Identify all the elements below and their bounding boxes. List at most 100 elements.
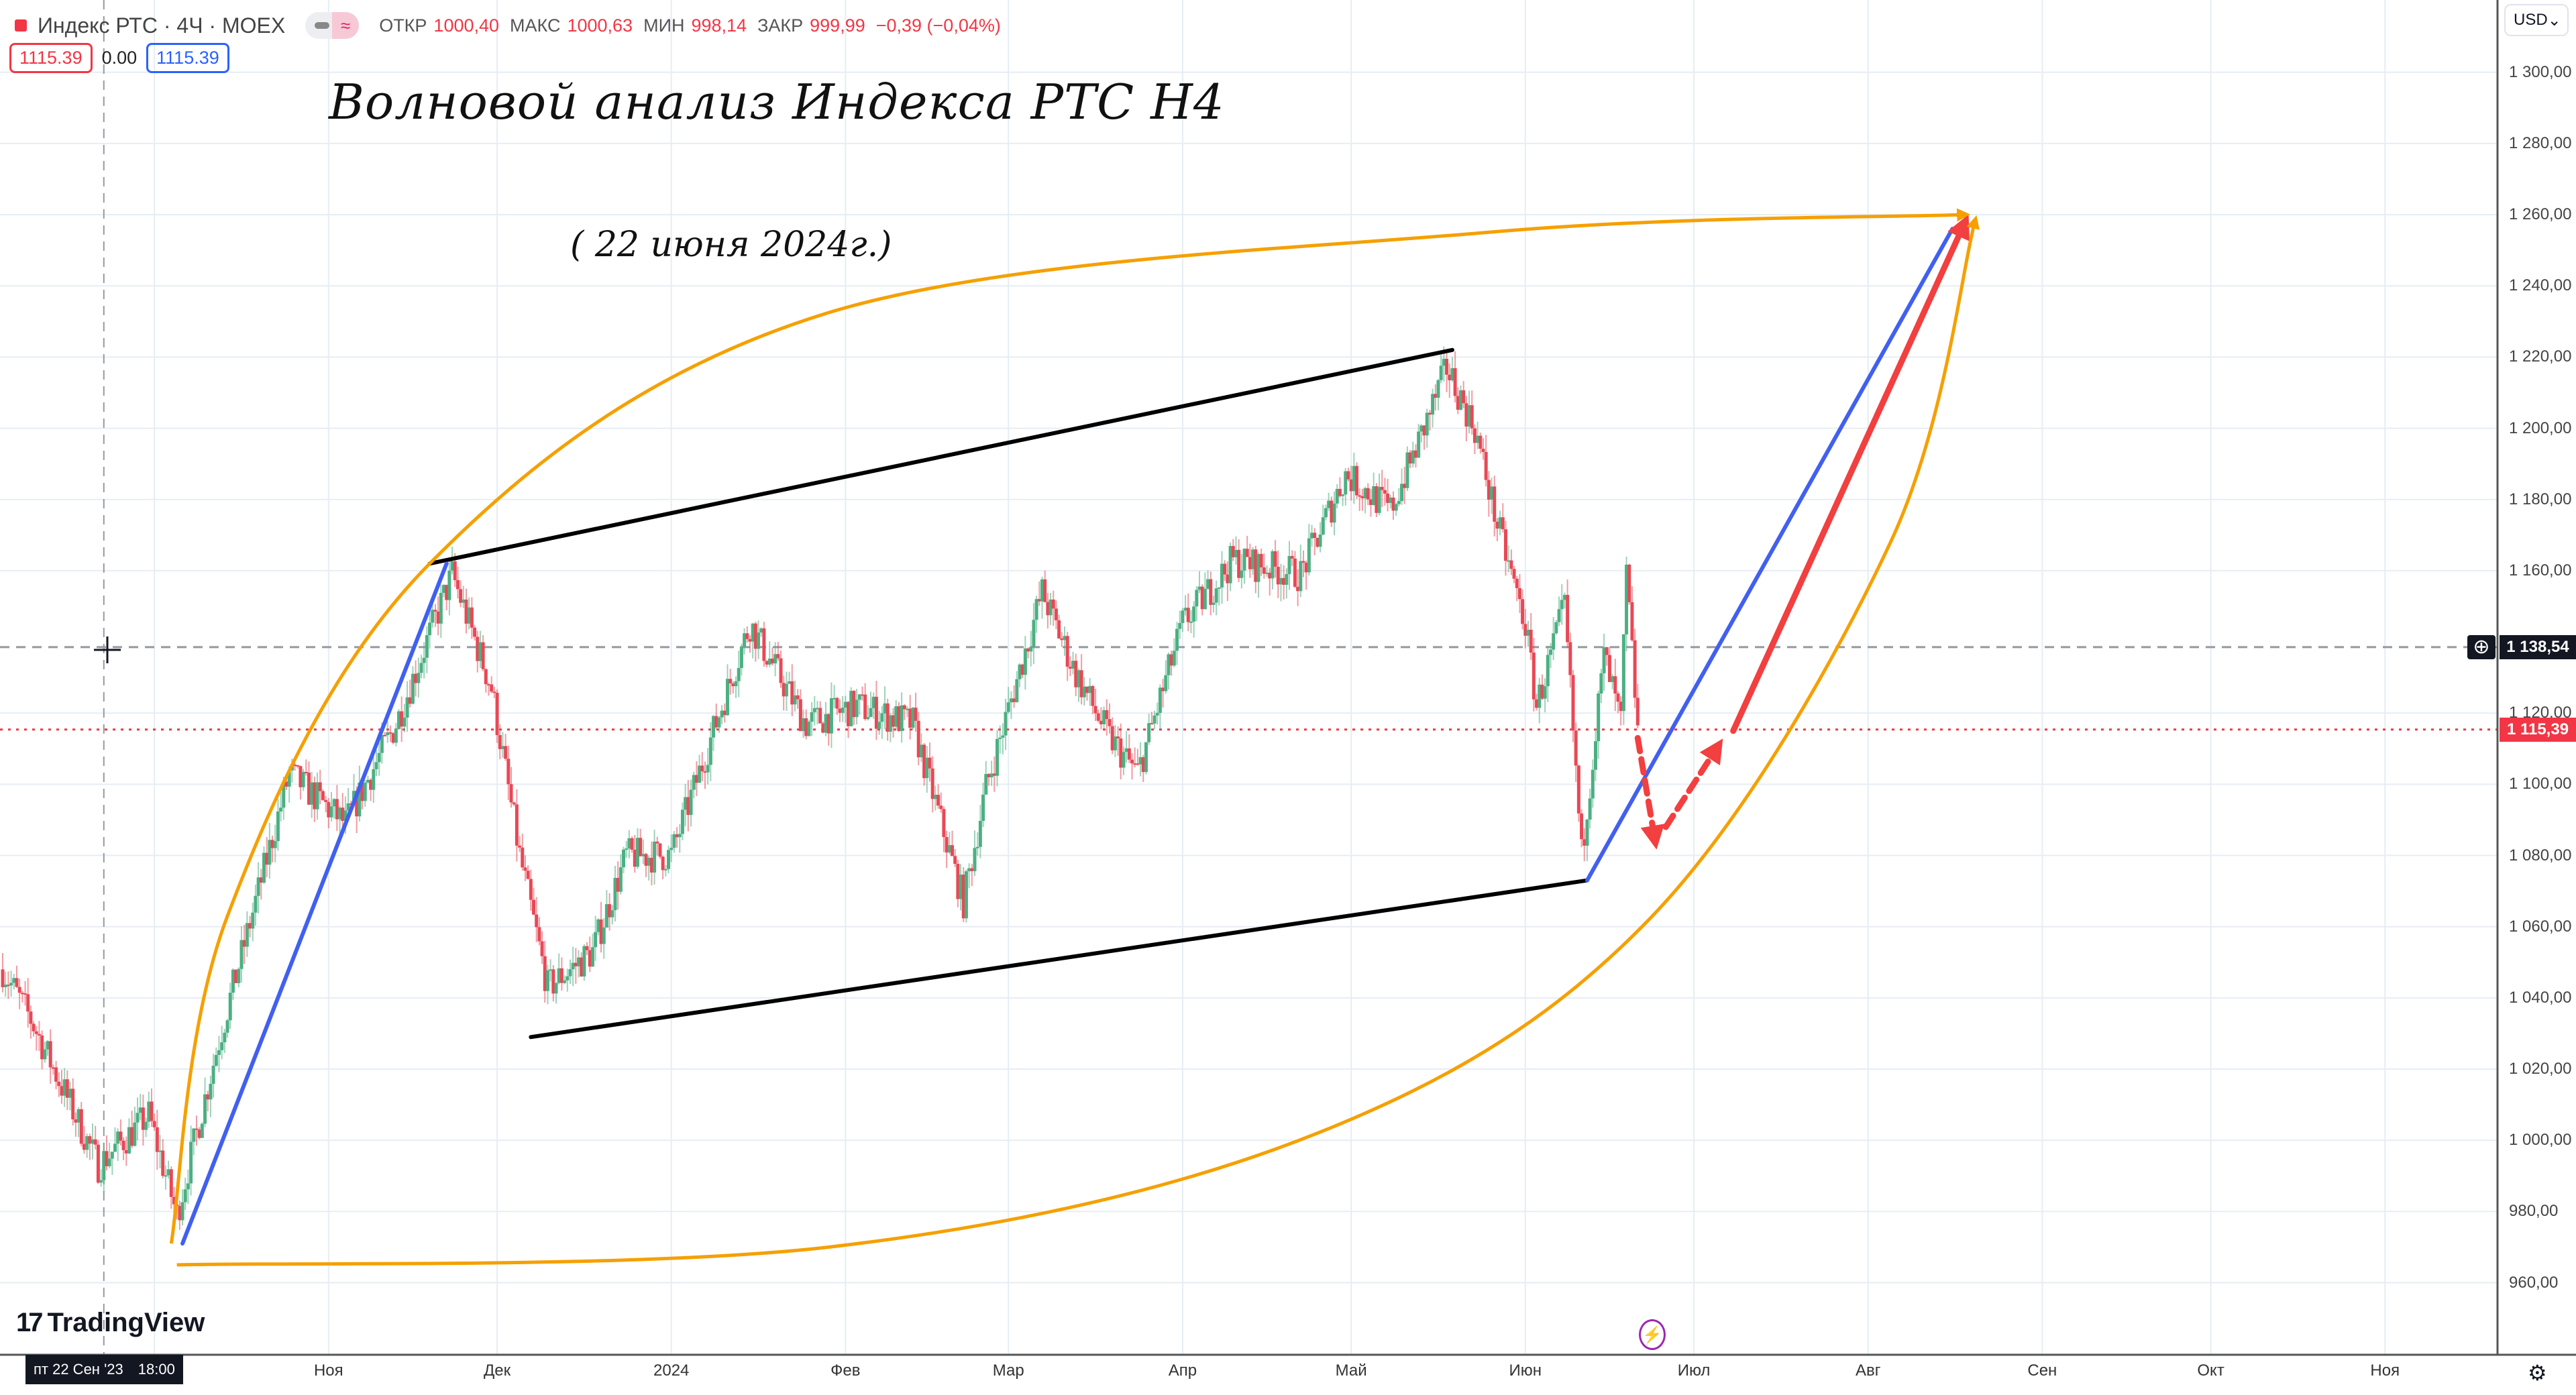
buy-button[interactable]: 1115.39 <box>146 43 229 73</box>
candle-body <box>141 1107 145 1130</box>
candle-body <box>307 773 311 805</box>
candle-body <box>431 610 435 623</box>
candle-body <box>739 647 743 669</box>
candle-body <box>192 1128 196 1142</box>
candle-body <box>48 1041 52 1068</box>
candle-body <box>1231 546 1235 557</box>
candle-body <box>1341 494 1345 496</box>
candle-body <box>574 962 578 966</box>
candle-body <box>984 774 988 795</box>
candle-body <box>950 845 954 856</box>
candle-body <box>1318 535 1322 547</box>
candle-body <box>1560 600 1564 610</box>
candle-body <box>804 718 808 736</box>
candle-body <box>1214 588 1218 603</box>
add-alert-plus-icon[interactable]: ⊕ <box>2467 634 2496 659</box>
candle-body <box>1001 735 1005 738</box>
candle-body <box>355 791 359 817</box>
candle-body <box>1026 648 1030 652</box>
annotation-date[interactable]: ( 22 июня 2024г.) <box>570 225 892 265</box>
sell-button[interactable]: 1115.39 <box>9 43 93 73</box>
candle-body <box>1287 556 1291 574</box>
candle-body <box>1212 602 1216 605</box>
open-label: ОТКР <box>379 15 427 36</box>
candle-body <box>953 856 957 864</box>
candle-body <box>1431 394 1435 415</box>
candle-body <box>989 773 994 777</box>
candle-body <box>743 633 747 647</box>
candle-body <box>759 628 763 633</box>
currency-select[interactable]: USD ⌄ <box>2504 4 2569 36</box>
candle-body <box>1113 736 1117 750</box>
arrow-line <box>1730 214 1970 734</box>
candle-body <box>1046 602 1050 616</box>
candle-body <box>1068 667 1072 669</box>
candle-body <box>703 771 707 773</box>
candle-body <box>26 994 30 1012</box>
tradingview-logo[interactable]: 17 TradingView <box>16 1308 205 1338</box>
candle-body <box>408 697 412 704</box>
logo-text: TradingView <box>47 1308 205 1337</box>
candle-body <box>256 877 260 896</box>
candle-body <box>802 718 806 732</box>
candle-body <box>1394 504 1398 511</box>
candle-body <box>1484 451 1488 480</box>
candle-body <box>1155 712 1159 716</box>
candle-body <box>473 627 477 637</box>
candle-body <box>566 976 570 981</box>
candle-body <box>1220 563 1224 588</box>
candle-body <box>369 779 373 790</box>
candle-body <box>1144 742 1148 773</box>
crosshair-date: пт 22 Сен '23 <box>34 1361 123 1378</box>
candle-body <box>447 570 451 600</box>
candle-body <box>776 654 780 659</box>
price-lines <box>0 0 2498 1355</box>
candle-body <box>888 715 892 732</box>
candle-body <box>1389 497 1393 503</box>
annotation-title[interactable]: Волновой анализ Индекса РТС Н4 <box>329 74 1225 130</box>
candle-body <box>532 899 536 915</box>
time-tick-label: Ноя <box>313 1361 343 1380</box>
candle-body <box>1568 642 1572 675</box>
candle-body <box>625 848 629 850</box>
candle-body <box>136 1113 140 1123</box>
candle-body <box>1119 738 1123 768</box>
drawings[interactable] <box>169 208 1980 1267</box>
candle-body <box>782 683 786 697</box>
candle-body <box>1091 685 1095 706</box>
gear-icon[interactable]: ⚙ <box>2528 1361 2547 1385</box>
candle-body <box>692 775 696 790</box>
candle-body <box>919 744 923 758</box>
lightning-icon[interactable]: ⚡ <box>1639 1319 1666 1350</box>
candle-body <box>396 711 400 729</box>
candle-body <box>1613 676 1617 694</box>
candle-body <box>1049 599 1053 616</box>
candle-body <box>1248 557 1252 569</box>
candle-body <box>512 802 516 805</box>
candle-body <box>62 1079 66 1096</box>
candle-body <box>529 879 533 900</box>
candle-body <box>706 765 710 773</box>
price-tick-label: 1 000,00 <box>2509 1131 2572 1150</box>
candle-body <box>554 983 558 994</box>
candle-body <box>543 956 547 991</box>
candle-body <box>577 957 581 966</box>
candle-body <box>905 708 909 710</box>
high-value: 1000,63 <box>567 15 633 36</box>
candle-body <box>1327 500 1331 508</box>
candle-body <box>1079 670 1083 698</box>
candle-body <box>237 968 241 983</box>
candle-body <box>1015 679 1019 702</box>
candle-body <box>450 561 454 571</box>
candle-body <box>1172 651 1176 666</box>
candle-body <box>1029 647 1033 652</box>
candle-body <box>798 699 802 732</box>
symbol-title[interactable]: Индекс РТС · 4Ч · MOEX <box>38 13 286 38</box>
candle-body <box>1313 533 1317 539</box>
candle-body <box>684 797 688 810</box>
high-label: МАКС <box>510 15 561 36</box>
visibility-toggle[interactable]: ≈ <box>305 12 360 39</box>
candle-body <box>1413 450 1417 458</box>
candle-body <box>900 705 904 731</box>
